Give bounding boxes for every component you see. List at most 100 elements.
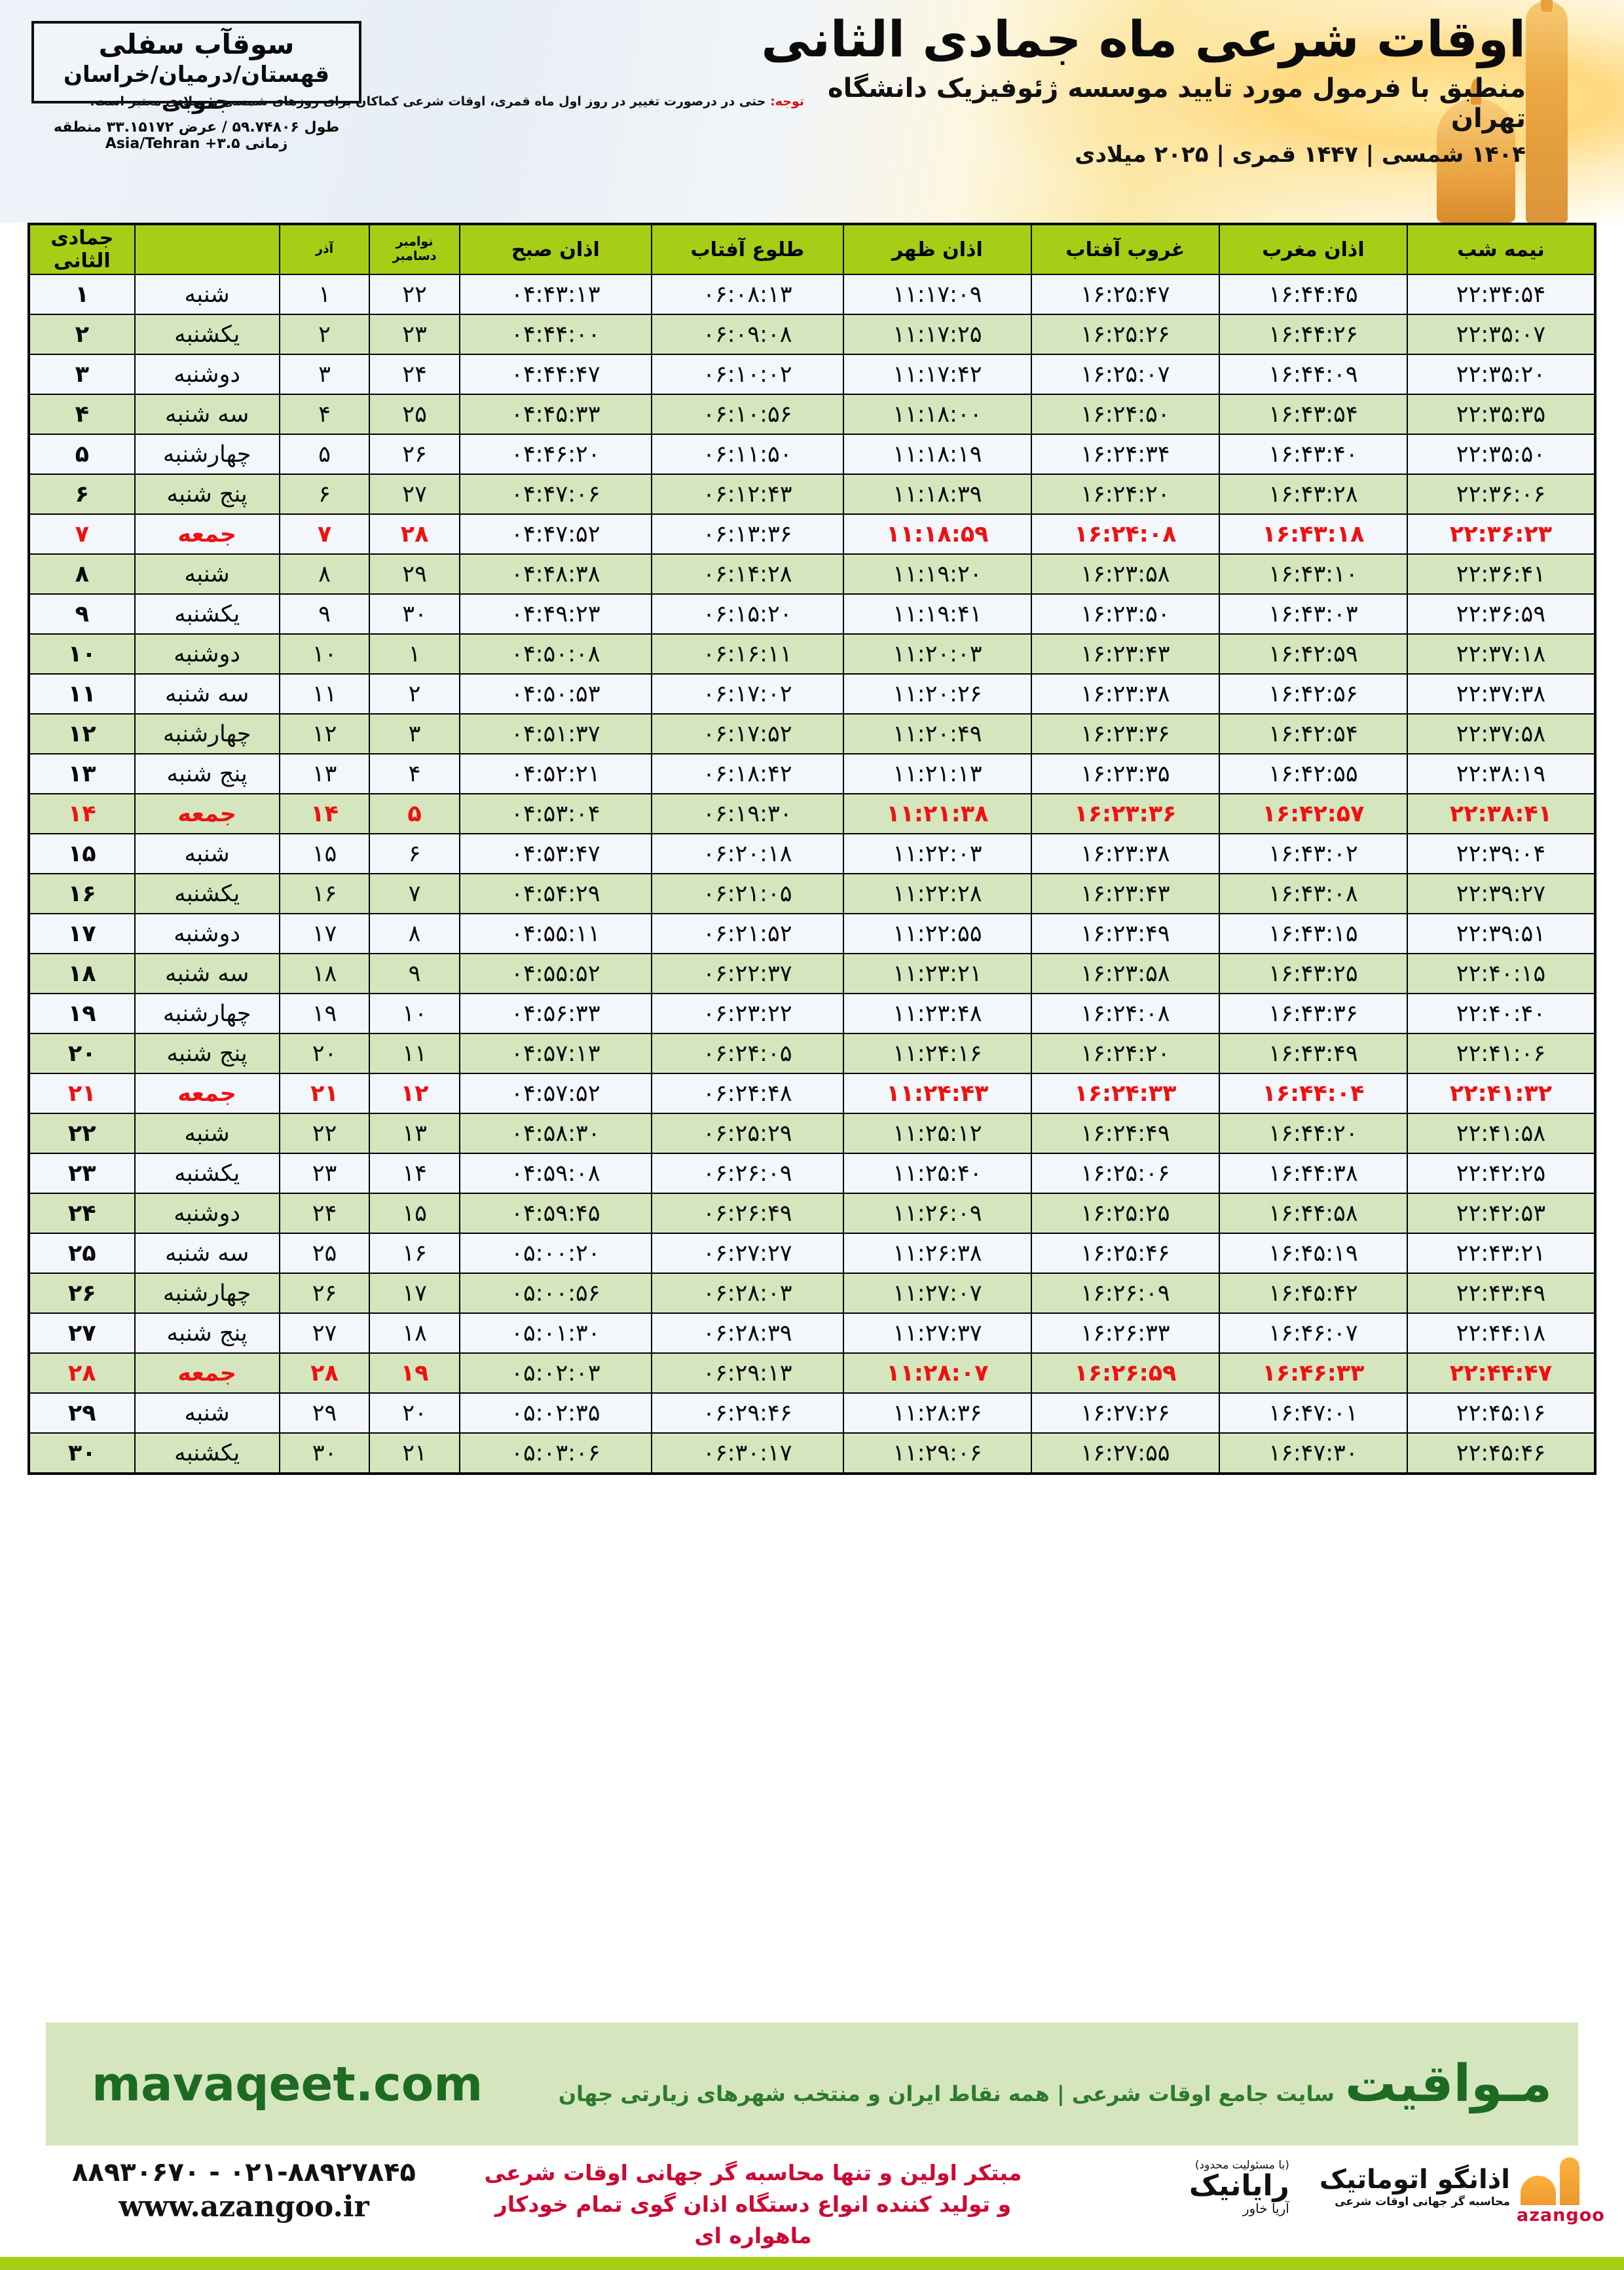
cell-jalali: ۲۶ (278, 1273, 371, 1314)
table-row: ۲۲:۳۹:۰۴ ۱۶:۴۳:۰۲ ۱۶:۲۳:۳۸ ۱۱:۲۲:۰۳ ۰۶:۲۰:۱۸… (28, 833, 1596, 874)
cell-fajr: ۰۴:۵۶:۳۳ (458, 993, 652, 1034)
cell-sunset: ۱۶:۲۳:۵۰ (1030, 593, 1220, 635)
mavaqeet-brand-block: مـواقیت سایت جامع اوقات شرعی | همه نقاط … (559, 2055, 1552, 2113)
cell-sunset: ۱۶:۲۵:۴۷ (1030, 274, 1220, 315)
cell-hijri: ۲۸ (28, 1352, 136, 1394)
cell-midnight: ۲۲:۴۴:۴۷ (1406, 1352, 1596, 1394)
table-row: ۲۲:۴۱:۰۶ ۱۶:۴۳:۴۹ ۱۶:۲۴:۲۰ ۱۱:۲۴:۱۶ ۰۶:۲۴:۰۵… (28, 1033, 1596, 1074)
cell-weekday: یکشنبه (134, 314, 280, 355)
th-maghrib: اذان مغرب (1218, 223, 1408, 275)
location-region: قهستان/درمیان/خراسان جنوبی (63, 62, 330, 115)
cell-jalali: ۲۲ (278, 1113, 371, 1154)
cell-hijri: ۵ (28, 434, 136, 475)
rayanik-sub: آریا خاور (1242, 2201, 1289, 2216)
cell-weekday: پنج شنبه (134, 1312, 280, 1354)
cell-gregorian: ۲۲ (369, 274, 460, 315)
cell-noon: ۱۱:۱۸:۳۹ (842, 474, 1032, 515)
th-noon: اذان ظهر (842, 223, 1032, 275)
azangoo-website[interactable]: www.azangoo.ir (119, 2190, 369, 2223)
cell-sunset: ۱۶:۲۷:۲۶ (1030, 1392, 1220, 1434)
table-row: ۲۲:۳۸:۴۱ ۱۶:۴۲:۵۷ ۱۶:۲۳:۳۶ ۱۱:۲۱:۳۸ ۰۶:۱۹:۳۰… (28, 793, 1596, 834)
cell-fajr: ۰۴:۴۶:۲۰ (458, 434, 652, 475)
table-row: ۲۲:۳۸:۱۹ ۱۶:۴۲:۵۵ ۱۶:۲۳:۳۵ ۱۱:۲۱:۱۳ ۰۶:۱۸:۴۲… (28, 753, 1596, 794)
cell-gregorian: ۳ (369, 713, 460, 754)
cell-sunset: ۱۶:۲۳:۵۸ (1030, 953, 1220, 994)
cell-fajr: ۰۵:۰۲:۰۳ (458, 1352, 652, 1394)
cell-jalali: ۱ (278, 274, 371, 315)
cell-maghrib: ۱۶:۴۲:۵۵ (1218, 753, 1408, 794)
table-row: ۲۲:۳۷:۵۸ ۱۶:۴۲:۵۴ ۱۶:۲۳:۳۶ ۱۱:۲۰:۴۹ ۰۶:۱۷:۵۲… (28, 713, 1596, 754)
cell-sunrise: ۰۶:۱۸:۴۲ (650, 753, 844, 794)
cell-fajr: ۰۵:۰۳:۰۶ (458, 1432, 652, 1474)
cell-gregorian: ۲۳ (369, 314, 460, 355)
cell-midnight: ۲۲:۴۵:۱۶ (1406, 1392, 1596, 1434)
cell-midnight: ۲۲:۳۸:۱۹ (1406, 753, 1596, 794)
cell-gregorian: ۱۳ (369, 1113, 460, 1154)
th-jalali: آذر (278, 223, 371, 275)
cell-hijri: ۳ (28, 354, 136, 395)
cell-noon: ۱۱:۱۸:۱۹ (842, 434, 1032, 475)
cell-hijri: ۲ (28, 314, 136, 355)
header-title-block: اوقات شرعی ماه جمادی الثانی منطبق با فرم… (753, 12, 1526, 168)
cell-hijri: ۲۶ (28, 1273, 136, 1314)
cell-fajr: ۰۵:۰۲:۳۵ (458, 1392, 652, 1434)
cell-weekday: پنج شنبه (134, 753, 280, 794)
cell-midnight: ۲۲:۳۴:۵۴ (1406, 274, 1596, 315)
cell-jalali: ۴ (278, 394, 371, 435)
cell-sunset: ۱۶:۲۴:۲۰ (1030, 474, 1220, 515)
cell-fajr: ۰۴:۴۳:۱۳ (458, 274, 652, 315)
cell-maghrib: ۱۶:۴۵:۱۹ (1218, 1233, 1408, 1274)
cell-jalali: ۲۴ (278, 1193, 371, 1234)
cell-jalali: ۲ (278, 314, 371, 355)
azangoo-badge: azangoo (1517, 2205, 1605, 2225)
cell-fajr: ۰۴:۴۴:۰۰ (458, 314, 652, 355)
cell-hijri: ۱۲ (28, 713, 136, 754)
cell-gregorian: ۱ (369, 633, 460, 675)
cell-sunrise: ۰۶:۱۴:۲۸ (650, 553, 844, 595)
calendar-years: ۱۴۰۴ شمسی | ۱۴۴۷ قمری | ۲۰۲۵ میلادی (1075, 141, 1526, 168)
cell-sunrise: ۰۶:۲۱:۵۲ (650, 913, 844, 954)
mavaqeet-url[interactable]: mavaqeet.com (92, 2056, 483, 2112)
cell-weekday: شنبه (134, 274, 280, 315)
cell-gregorian: ۹ (369, 953, 460, 994)
cell-sunrise: ۰۶:۲۶:۴۹ (650, 1193, 844, 1234)
cell-sunset: ۱۶:۲۷:۵۵ (1030, 1432, 1220, 1474)
cell-hijri: ۱۸ (28, 953, 136, 994)
cell-gregorian: ۱۴ (369, 1153, 460, 1194)
cell-maghrib: ۱۶:۴۷:۳۰ (1218, 1432, 1408, 1474)
cell-weekday: شنبه (134, 833, 280, 874)
cell-sunrise: ۰۶:۱۰:۰۲ (650, 354, 844, 395)
cell-maghrib: ۱۶:۴۳:۱۰ (1218, 553, 1408, 595)
cell-fajr: ۰۴:۵۷:۵۲ (458, 1073, 652, 1114)
cell-midnight: ۲۲:۴۲:۲۵ (1406, 1153, 1596, 1194)
cell-sunset: ۱۶:۲۵:۰۷ (1030, 354, 1220, 395)
cell-jalali: ۱۰ (278, 633, 371, 675)
cell-weekday: پنج شنبه (134, 1033, 280, 1074)
cell-sunrise: ۰۶:۲۸:۰۳ (650, 1273, 844, 1314)
th-fajr: اذان صبح (458, 223, 652, 275)
table-row: ۲۲:۴۱:۳۲ ۱۶:۴۴:۰۴ ۱۶:۲۴:۳۳ ۱۱:۲۴:۴۳ ۰۶:۲۴:۴۸… (28, 1073, 1596, 1114)
cell-sunset: ۱۶:۲۴:۳۳ (1030, 1073, 1220, 1114)
cell-hijri: ۱۹ (28, 993, 136, 1034)
rayanik-name: رایانیک (1189, 2169, 1289, 2203)
cell-weekday: جمعه (134, 793, 280, 834)
cell-midnight: ۲۲:۳۶:۵۹ (1406, 593, 1596, 635)
cell-hijri: ۳۰ (28, 1432, 136, 1474)
cell-sunset: ۱۶:۲۳:۳۸ (1030, 833, 1220, 874)
cell-fajr: ۰۴:۵۵:۵۲ (458, 953, 652, 994)
cell-weekday: سه شنبه (134, 673, 280, 715)
cell-gregorian: ۲۰ (369, 1392, 460, 1434)
cell-sunrise: ۰۶:۲۴:۰۵ (650, 1033, 844, 1074)
cell-weekday: دوشنبه (134, 633, 280, 675)
cell-weekday: سه شنبه (134, 1233, 280, 1274)
cell-hijri: ۸ (28, 553, 136, 595)
cell-sunset: ۱۶:۲۶:۵۹ (1030, 1352, 1220, 1394)
cell-weekday: یکشنبه (134, 1153, 280, 1194)
marketing-line-2: و تولید کننده انواع دستگاه اذان گوی تمام… (494, 2191, 1012, 2248)
cell-maghrib: ۱۶:۴۴:۵۸ (1218, 1193, 1408, 1234)
mosque-dome-icon (1437, 98, 1515, 223)
table-row: ۲۲:۳۶:۴۱ ۱۶:۴۳:۱۰ ۱۶:۲۳:۵۸ ۱۱:۱۹:۲۰ ۰۶:۱۴:۲۸… (28, 553, 1596, 595)
page-header: اوقات شرعی ماه جمادی الثانی منطبق با فرم… (0, 0, 1624, 223)
note-label: توجه: (770, 94, 804, 109)
cell-jalali: ۲۳ (278, 1153, 371, 1194)
